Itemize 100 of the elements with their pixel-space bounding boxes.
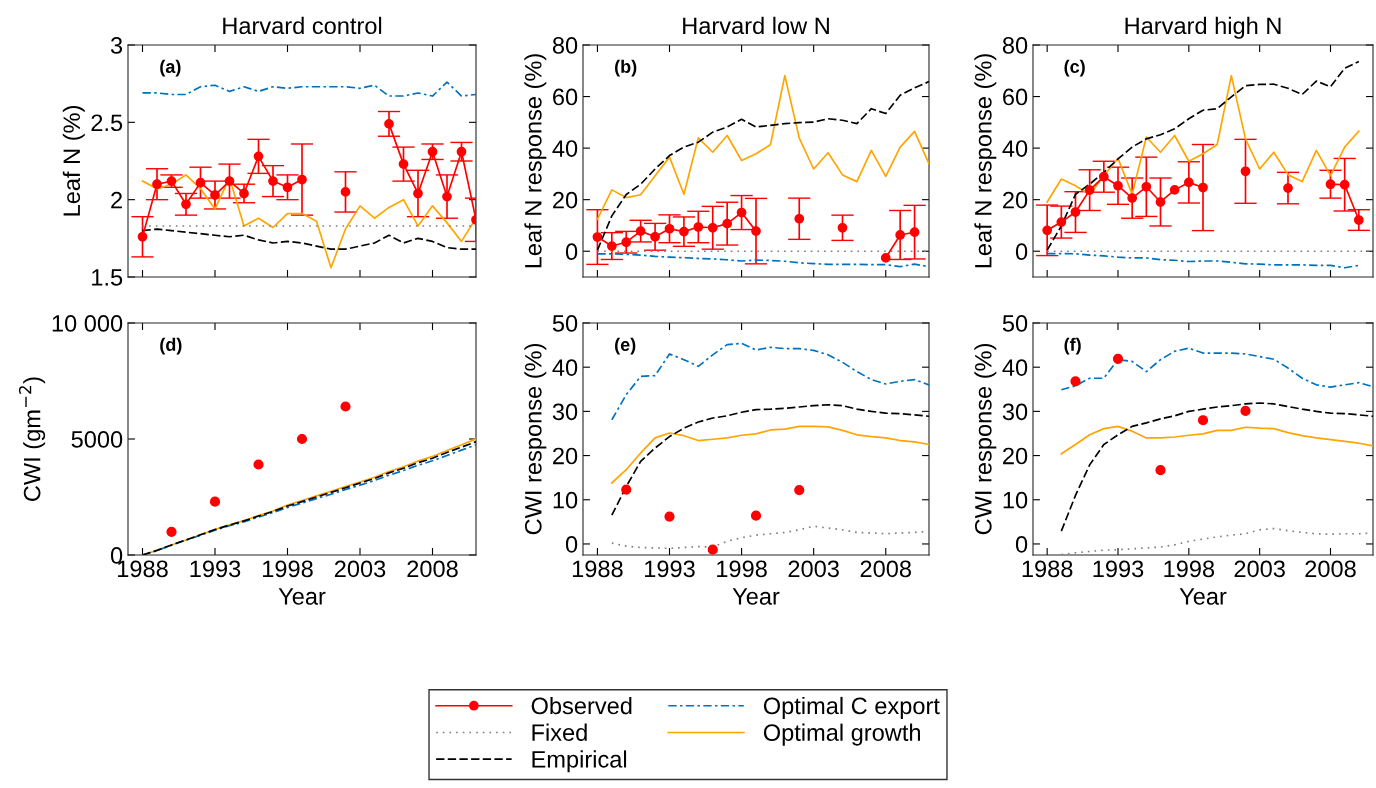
y-tick-label: 1.5	[92, 269, 123, 286]
y-tick-label: 40	[552, 140, 578, 157]
y-tick-label: 0	[1015, 536, 1028, 553]
point	[152, 179, 162, 190]
x-tick-label: 1998	[1164, 560, 1215, 578]
line-series	[141, 174, 476, 269]
point	[621, 484, 632, 495]
point	[794, 484, 805, 496]
annotation: (d)	[160, 337, 182, 355]
point	[621, 237, 632, 248]
point	[592, 232, 603, 242]
point	[181, 199, 191, 210]
point	[693, 222, 704, 232]
line-series	[1060, 425, 1373, 455]
point	[268, 176, 278, 186]
y-tick-label: 20	[553, 447, 578, 465]
y-tick-label: 20	[553, 191, 578, 209]
x-axis-title: Year	[732, 588, 780, 605]
point	[296, 433, 308, 445]
line-series	[610, 425, 929, 484]
point	[166, 176, 177, 186]
point	[895, 230, 906, 240]
point	[1240, 166, 1251, 177]
point	[224, 176, 235, 186]
y-tick-label: 0	[565, 243, 578, 261]
y-axis-title: Leaf N response (%)	[524, 54, 547, 268]
point	[1325, 179, 1336, 190]
y-axis-title: Leaf N (%)	[62, 106, 85, 216]
legend-label: Optimal growth	[763, 723, 921, 746]
point	[880, 253, 891, 263]
y-tick-label: 30	[1002, 403, 1028, 421]
point	[1339, 179, 1350, 190]
y-axis-title: CWI response (%)	[524, 344, 547, 535]
point	[442, 191, 452, 202]
y-tick-label: 2.5	[91, 114, 123, 132]
point	[722, 218, 733, 229]
point	[606, 241, 617, 251]
point	[664, 511, 675, 522]
y-tick-label: 40	[1002, 140, 1028, 157]
line-series	[610, 403, 929, 517]
point	[1056, 217, 1067, 227]
line-series	[596, 252, 929, 268]
x-axis-title: Year	[278, 588, 326, 605]
x-tick-label: 1998	[263, 560, 313, 578]
y-tick-label: 40	[1002, 359, 1028, 376]
point	[209, 496, 221, 507]
x-tick-label: 2003	[334, 560, 386, 578]
point	[1070, 207, 1081, 217]
annotation: (e)	[615, 337, 636, 355]
x-tick-label: 1993	[190, 560, 241, 578]
y-axis-title: Leaf N response (%)	[974, 54, 997, 268]
x-tick-label: 1988	[572, 560, 623, 578]
x-axis-title: Year	[1179, 588, 1227, 605]
x-tick-label: 2008	[1305, 560, 1356, 578]
point	[297, 174, 307, 185]
point	[1042, 225, 1053, 236]
y-tick-label: 50	[1002, 315, 1028, 332]
point	[1098, 171, 1109, 182]
point	[650, 231, 660, 242]
point	[1240, 405, 1251, 417]
point	[195, 177, 206, 188]
y-tick-label: 30	[552, 403, 578, 421]
point	[1112, 353, 1124, 364]
point	[210, 190, 220, 200]
y-tick-label: 10	[553, 491, 578, 509]
y-axis-title: CWI (gm$^{−2}$)	[18, 377, 46, 501]
legend-label: Optimal C export	[763, 696, 940, 719]
point	[1141, 181, 1152, 192]
point	[1155, 197, 1166, 207]
y-axis-title: CWI response (%)	[974, 344, 997, 535]
legend-label: Observed	[531, 696, 632, 715]
point	[750, 510, 762, 521]
y-tick-label: 20	[1003, 191, 1028, 209]
y-tick-label: 50	[552, 315, 578, 332]
x-tick-label: 1988	[1022, 560, 1073, 578]
legend-label: Fixed	[532, 723, 587, 741]
point	[1353, 215, 1364, 225]
point	[456, 146, 467, 157]
line-series	[141, 81, 476, 97]
point	[427, 146, 438, 157]
annotation: (b)	[615, 59, 637, 77]
point	[1183, 177, 1194, 188]
legend-label: Empirical	[532, 750, 627, 773]
point	[1283, 183, 1293, 193]
y-tick-label: 60	[553, 88, 578, 106]
line-series	[1046, 60, 1360, 252]
y-tick-label: 60	[1003, 88, 1028, 106]
y-tick-label: 0	[1015, 243, 1028, 261]
y-tick-label: 40	[552, 359, 578, 376]
point	[239, 188, 249, 199]
annotation: (a)	[160, 59, 181, 77]
point	[1198, 182, 1208, 193]
point	[679, 226, 689, 237]
annotation: (f)	[1064, 337, 1081, 355]
point	[137, 231, 148, 242]
x-tick-label: 2008	[407, 560, 458, 578]
point	[736, 207, 747, 218]
x-tick-label: 2003	[1234, 560, 1285, 578]
x-tick-label: 1993	[1093, 560, 1144, 578]
point	[253, 459, 264, 470]
